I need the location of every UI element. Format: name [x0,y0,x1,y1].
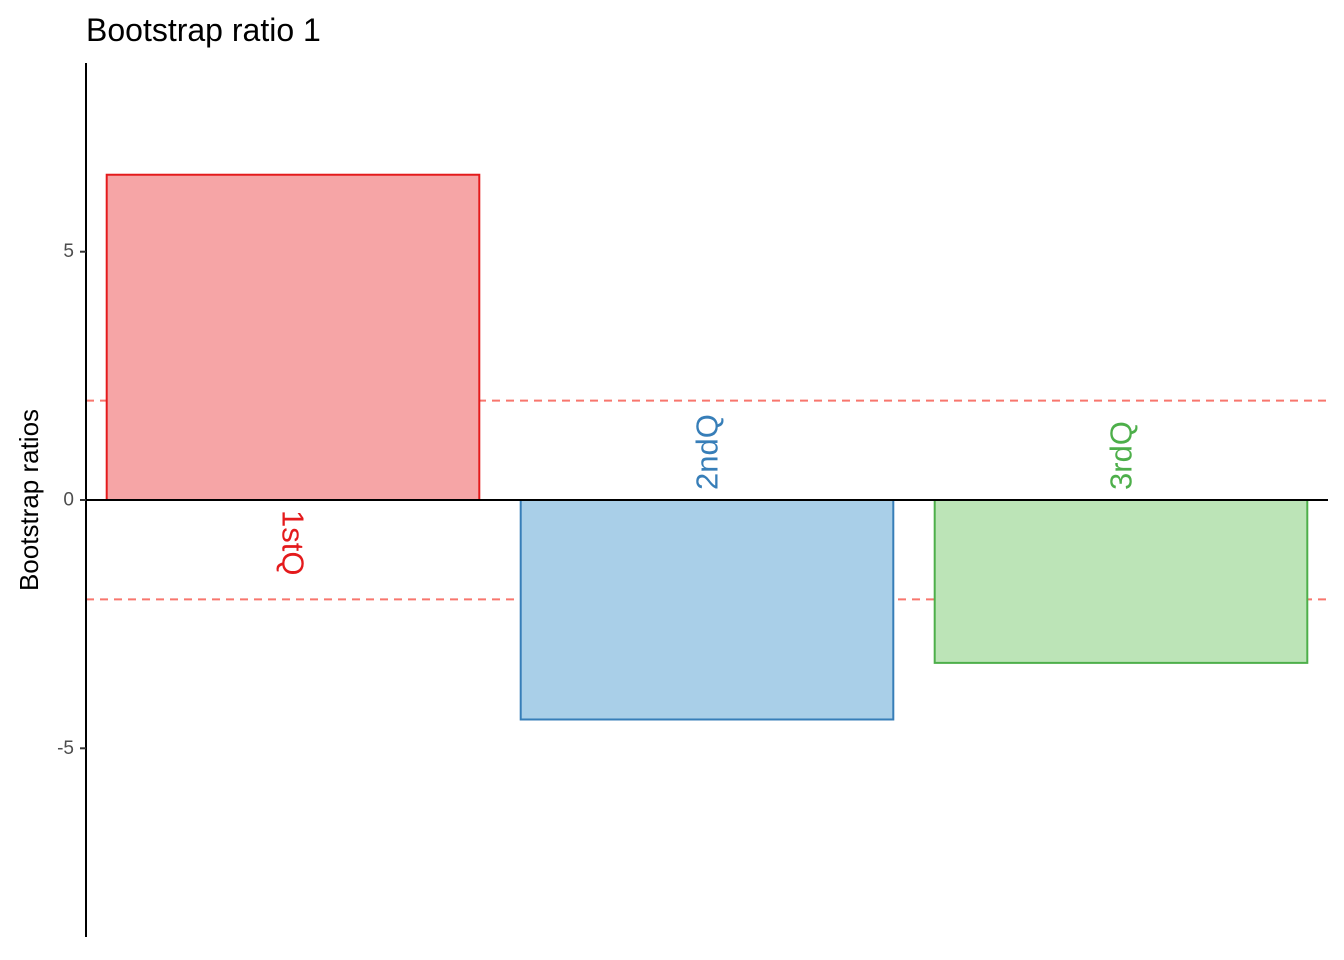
y-tick-label: 0 [63,490,74,511]
y-axis-label: Bootstrap ratios [14,409,44,591]
bar-label: 1stQ [276,510,311,575]
bar [933,499,1309,664]
axes: -5 0 5 [57,63,1328,937]
bar [105,173,481,502]
bar-label: 2ndQ [690,414,725,490]
bar [519,499,895,721]
bar-label: 3rdQ [1104,421,1139,490]
bars [105,173,1309,721]
chart-title: Bootstrap ratio 1 [86,12,321,48]
y-tick-label: 5 [63,241,74,262]
bar-labels: 1stQ 2ndQ 3rdQ [276,414,1139,575]
y-tick-label: -5 [57,738,74,759]
